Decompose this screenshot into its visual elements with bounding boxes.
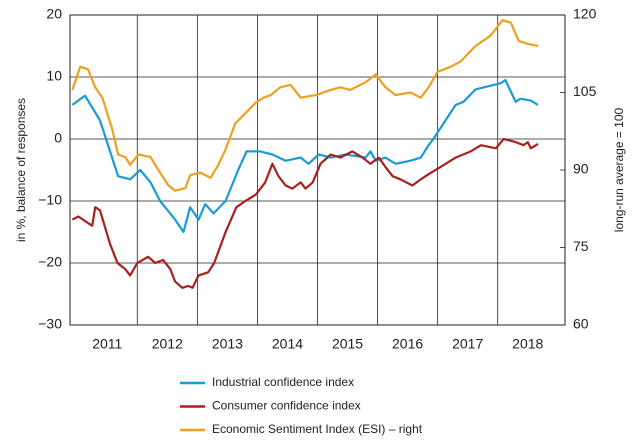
x-tick-label: 2017	[452, 336, 483, 352]
series-line	[71, 19, 539, 192]
y-tick-label: 10	[46, 68, 62, 84]
x-tick-label: 2014	[272, 336, 303, 352]
y2-tick-label: 90	[573, 161, 589, 177]
y2-tick-label: 120	[573, 6, 597, 22]
x-tick-label: 2015	[332, 336, 363, 352]
y-tick-label: −30	[38, 316, 62, 332]
y2-axis-label: long-run average = 100	[612, 107, 626, 232]
plot-frame	[69, 14, 566, 326]
y-tick-label: −10	[38, 192, 62, 208]
x-tick-label: 2013	[212, 336, 243, 352]
y-tick-label: 0	[54, 130, 62, 146]
x-tick-label: 2016	[392, 336, 423, 352]
series-line	[71, 137, 539, 289]
x-tick-label: 2011	[92, 336, 122, 352]
x-tick-label: 2012	[152, 336, 183, 352]
y-tick-label: −20	[38, 254, 62, 270]
legend-label: Industrial confidence index	[212, 375, 354, 389]
y2-tick-label: 105	[573, 83, 597, 99]
y-tick-label: 20	[46, 6, 62, 22]
y-axis-label: in %, balance of responses	[14, 98, 28, 242]
legend-label: Economic Sentiment Index (ESI) – right	[212, 422, 423, 436]
legend-label: Consumer confidence index	[212, 399, 361, 413]
y2-tick-label: 60	[573, 316, 589, 332]
y2-tick-label: 75	[573, 238, 589, 254]
series-line	[71, 79, 539, 234]
x-tick-label: 2018	[512, 336, 543, 352]
